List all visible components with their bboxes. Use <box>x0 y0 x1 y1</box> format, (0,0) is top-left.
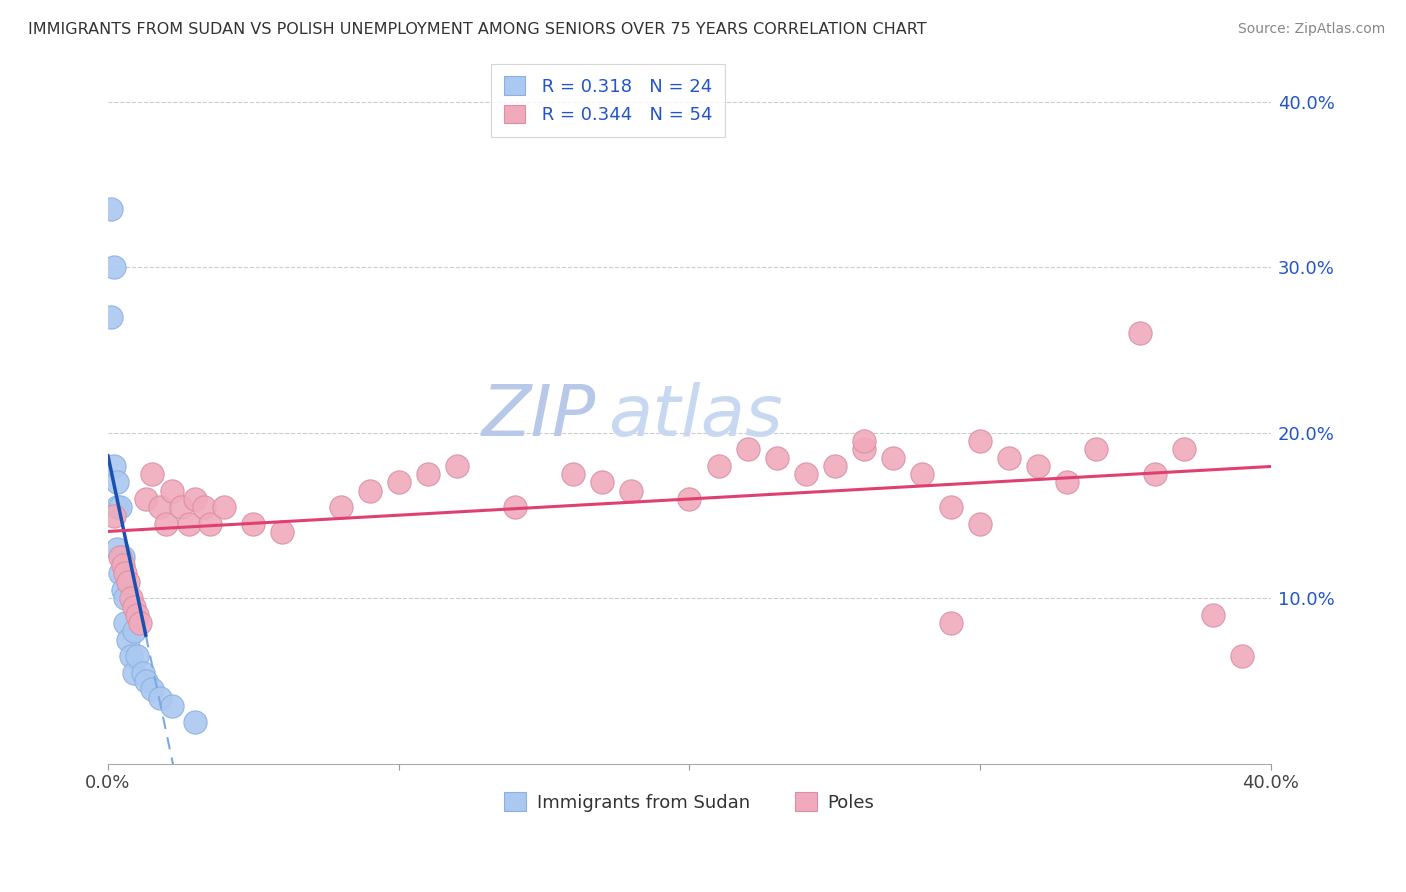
Point <box>100 202 122 217</box>
Point <box>824 458 846 473</box>
Point <box>135 491 157 506</box>
Point <box>359 483 381 498</box>
Point <box>882 450 904 465</box>
Point <box>117 574 139 589</box>
Point <box>562 467 585 482</box>
Point <box>1085 442 1108 457</box>
Point <box>214 500 236 515</box>
Point <box>114 566 136 581</box>
Point <box>1202 607 1225 622</box>
Point <box>149 500 172 515</box>
Point <box>765 450 787 465</box>
Point <box>184 715 207 730</box>
Point <box>114 591 136 606</box>
Point <box>100 310 122 324</box>
Point <box>1056 475 1078 490</box>
Point <box>103 458 125 473</box>
Point <box>737 442 759 457</box>
Point <box>170 500 193 515</box>
Point <box>969 516 991 531</box>
Point <box>242 516 264 531</box>
Point <box>852 442 875 457</box>
Point <box>114 616 136 631</box>
Point <box>1173 442 1195 457</box>
Point <box>105 541 128 556</box>
Point <box>939 616 962 631</box>
Point <box>1129 326 1152 341</box>
Point <box>120 591 142 606</box>
Point <box>911 467 934 482</box>
Point <box>271 524 294 539</box>
Point <box>184 491 207 506</box>
Point <box>388 475 411 490</box>
Text: Source: ZipAtlas.com: Source: ZipAtlas.com <box>1237 22 1385 37</box>
Point <box>179 516 201 531</box>
Point <box>1028 458 1050 473</box>
Point <box>111 549 134 564</box>
Point <box>125 649 148 664</box>
Point <box>105 475 128 490</box>
Text: atlas: atlas <box>607 382 783 450</box>
Point <box>446 458 468 473</box>
Point <box>1230 649 1253 664</box>
Point <box>707 458 730 473</box>
Point <box>141 682 163 697</box>
Point <box>678 491 700 506</box>
Point <box>122 624 145 639</box>
Point <box>141 467 163 482</box>
Point <box>120 649 142 664</box>
Point <box>103 260 125 275</box>
Point <box>132 665 155 680</box>
Point <box>939 500 962 515</box>
Point <box>852 434 875 448</box>
Point <box>135 674 157 689</box>
Point <box>105 500 128 515</box>
Legend: Immigrants from Sudan, Poles: Immigrants from Sudan, Poles <box>492 780 887 824</box>
Point <box>149 690 172 705</box>
Point <box>108 566 131 581</box>
Point <box>111 582 134 597</box>
Point <box>129 616 152 631</box>
Point <box>198 516 221 531</box>
Point <box>111 558 134 573</box>
Point <box>416 467 439 482</box>
Point <box>122 599 145 614</box>
Point <box>160 698 183 713</box>
Point <box>117 632 139 647</box>
Point <box>794 467 817 482</box>
Text: IMMIGRANTS FROM SUDAN VS POLISH UNEMPLOYMENT AMONG SENIORS OVER 75 YEARS CORRELA: IMMIGRANTS FROM SUDAN VS POLISH UNEMPLOY… <box>28 22 927 37</box>
Point <box>103 508 125 523</box>
Point <box>155 516 177 531</box>
Point <box>160 483 183 498</box>
Text: ZIP: ZIP <box>482 382 596 450</box>
Point <box>998 450 1021 465</box>
Point <box>125 607 148 622</box>
Point <box>620 483 643 498</box>
Point <box>108 549 131 564</box>
Point <box>503 500 526 515</box>
Point <box>329 500 352 515</box>
Point <box>969 434 991 448</box>
Point <box>122 665 145 680</box>
Point <box>193 500 215 515</box>
Point <box>108 500 131 515</box>
Point <box>1143 467 1166 482</box>
Point <box>591 475 613 490</box>
